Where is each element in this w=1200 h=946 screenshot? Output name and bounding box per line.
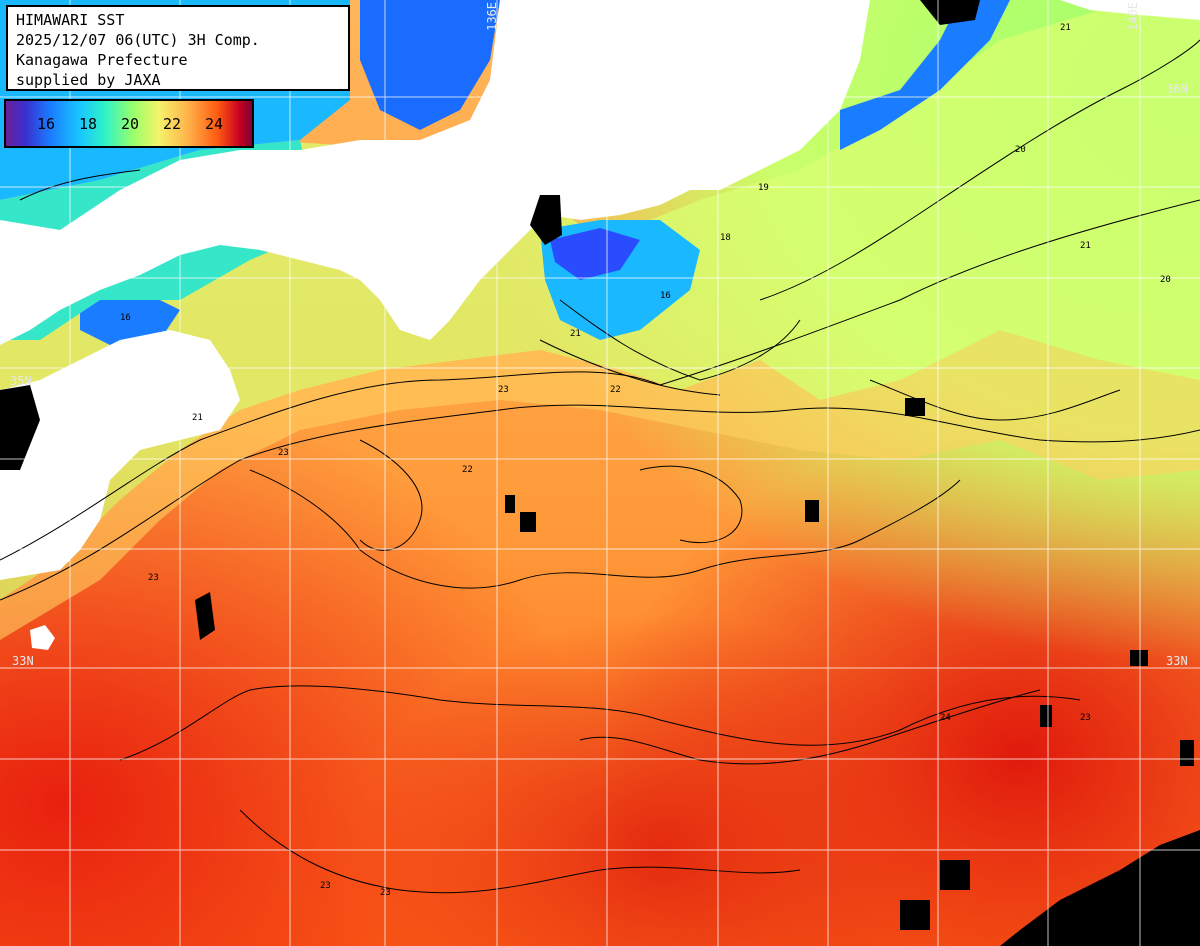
- contour-label: 20: [1015, 145, 1026, 155]
- contour-label: 16: [660, 291, 671, 301]
- contour-label: 21: [192, 413, 203, 423]
- contour-label: 22: [462, 465, 473, 475]
- contour-label: 23: [380, 888, 391, 898]
- lat-label-35n-left: 35N: [10, 374, 32, 388]
- cold-bay-tokyo: [840, 0, 1010, 150]
- legend-tick-22: 22: [163, 115, 182, 133]
- contour-label: 23: [498, 385, 509, 395]
- timestamp: 2025/12/07 06(UTC) 3H Comp.: [16, 31, 260, 49]
- contour-label: 23: [320, 881, 331, 891]
- region-name: Kanagawa Prefecture: [16, 51, 188, 69]
- contour-label: 24: [940, 713, 951, 723]
- legend-tick-20: 20: [121, 115, 140, 133]
- lat-label-33n-right: 33N: [1166, 654, 1188, 668]
- legend-tick-24: 24: [205, 115, 224, 133]
- legend-tick-16: 16: [37, 115, 56, 133]
- lat-label-36n-right: 36N: [1166, 82, 1188, 96]
- contour-label: 22: [610, 385, 621, 395]
- cold-bay-ise-deep: [550, 228, 640, 280]
- info-box: HIMAWARI SST 2025/12/07 06(UTC) 3H Comp.…: [6, 5, 350, 91]
- lat-label-33n-left: 33N: [12, 654, 34, 668]
- contour-label: 23: [1080, 713, 1091, 723]
- contour-label: 20: [1160, 275, 1171, 285]
- contour-label: 19: [758, 183, 769, 193]
- contours: [0, 39, 1200, 894]
- legend-tick-18: 18: [79, 115, 98, 133]
- contour-label: 23: [278, 448, 289, 458]
- contour-label: 16: [120, 313, 131, 323]
- coastal-mild-band: [0, 330, 1200, 640]
- contour-label: 21: [1060, 23, 1071, 33]
- contour-label: 23: [148, 573, 159, 583]
- product-title: HIMAWARI SST: [16, 11, 125, 29]
- lon-label-140e: 140E: [1126, 2, 1140, 31]
- contour-label: 21: [1080, 241, 1091, 251]
- data-source: supplied by JAXA: [16, 71, 161, 89]
- temperature-legend: 16 18 20 22 24: [4, 99, 254, 148]
- contour-label: 21: [570, 329, 581, 339]
- contour-labels: 22 22 23 23 23 23 21 20 21 20 16 16 24 2…: [120, 23, 1171, 898]
- contour-label: 18: [720, 233, 731, 243]
- cold-inland-sea: [80, 290, 180, 345]
- lon-label-136e: 136E: [485, 2, 499, 31]
